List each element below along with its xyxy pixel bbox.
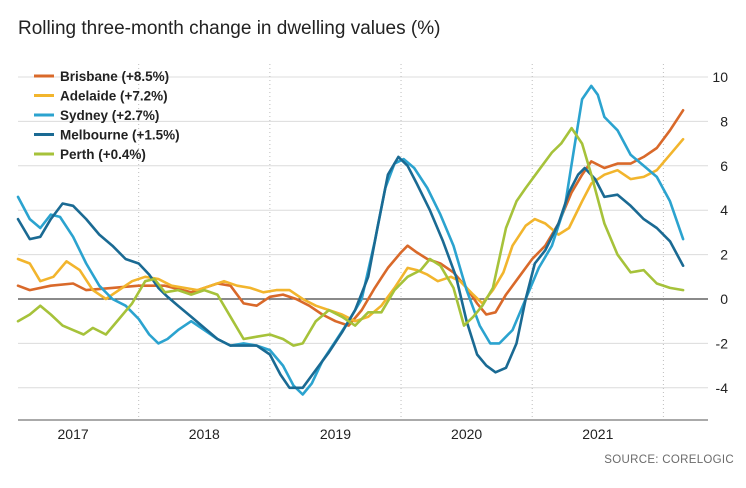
chart-title: Rolling three-month change in dwelling v… [18, 18, 441, 39]
year-dividers [138, 64, 664, 420]
x-axis-ticks: 2017 2018 2019 2020 2021 [58, 426, 614, 442]
legend: Brisbane (+8.5%) Adelaide (+7.2%) Sydney (… [34, 69, 180, 162]
legend-label: Adelaide (+7.2%) [60, 89, 168, 104]
x-tick-label: 2017 [58, 426, 89, 442]
y-axis-ticks: 10 8 6 4 2 0 -2 -4 [712, 69, 728, 396]
x-tick-label: 2019 [320, 426, 351, 442]
legend-label: Melbourne (+1.5%) [60, 128, 180, 143]
x-tick-label: 2021 [582, 426, 613, 442]
grid-lines [18, 76, 708, 421]
series-line-1 [16, 137, 685, 323]
legend-label: Brisbane (+8.5%) [60, 69, 169, 84]
y-tick-label: 0 [720, 291, 728, 307]
y-tick-label: 10 [712, 69, 728, 85]
y-tick-label: 2 [720, 247, 728, 263]
source-note: SOURCE: CORELOGIC [604, 454, 734, 466]
x-tick-label: 2020 [451, 426, 482, 442]
series-lines [16, 84, 685, 396]
legend-label: Perth (+0.4%) [60, 147, 146, 162]
y-tick-label: 6 [720, 158, 728, 174]
y-tick-label: 4 [720, 202, 728, 218]
series-line-0 [16, 109, 685, 327]
y-tick-label: -2 [716, 335, 729, 351]
x-tick-label: 2018 [189, 426, 220, 442]
legend-label: Sydney (+2.7%) [60, 108, 159, 123]
series-line-4 [16, 126, 685, 347]
y-tick-label: 8 [720, 113, 728, 129]
series-line-3 [16, 155, 685, 390]
y-tick-label: -4 [716, 380, 729, 396]
